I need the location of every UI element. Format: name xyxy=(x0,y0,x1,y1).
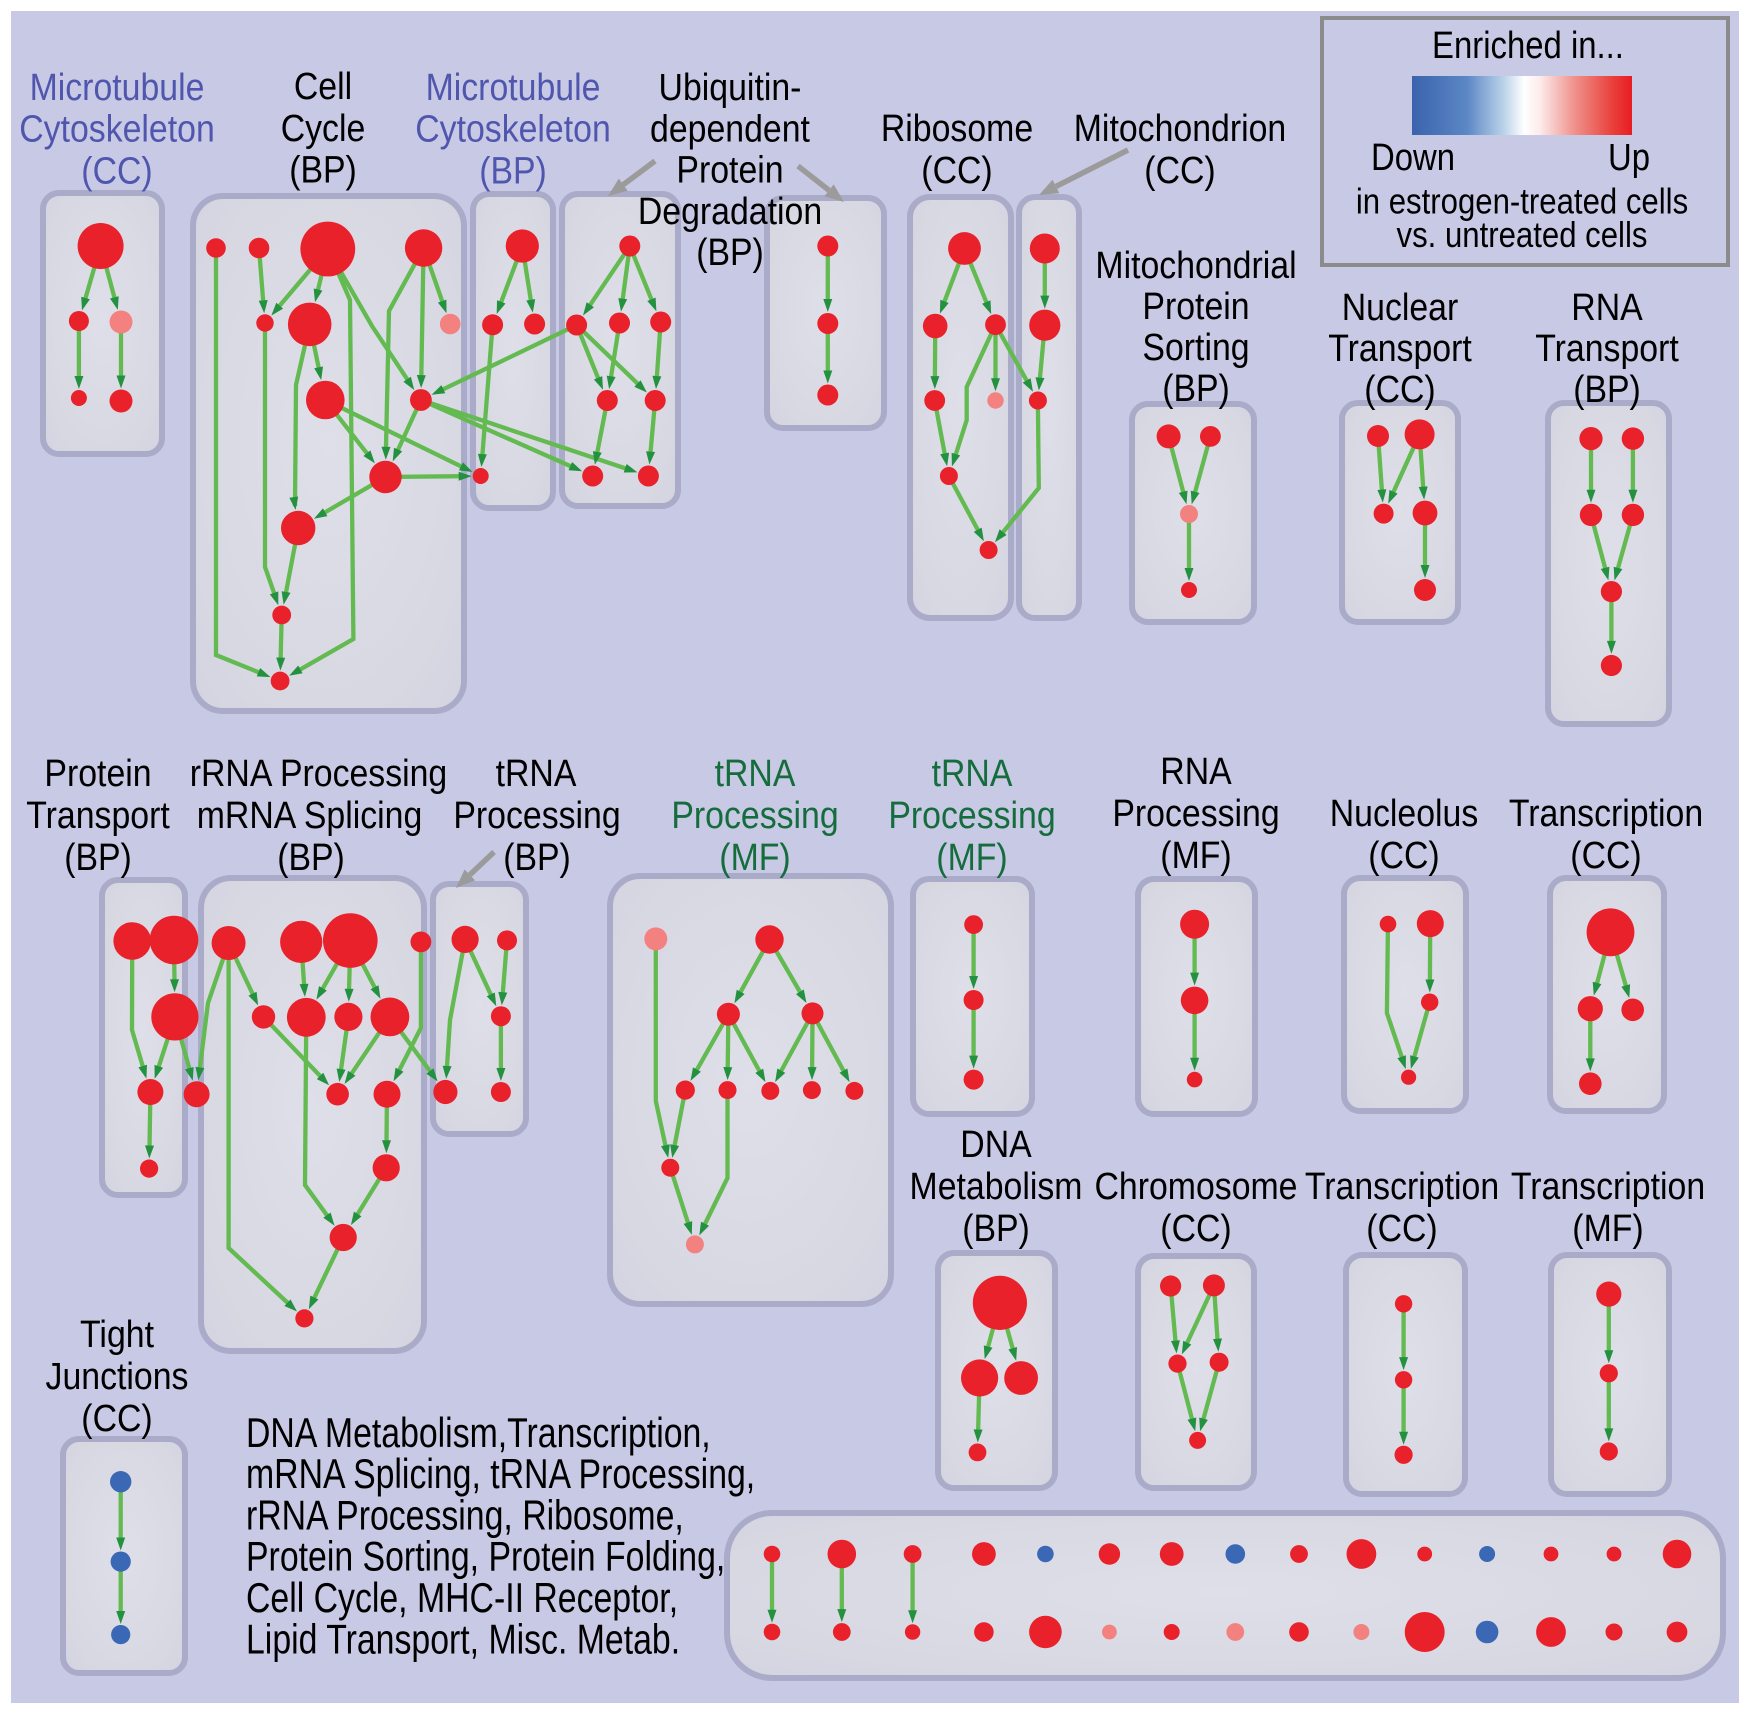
svg-text:in estrogen-treated cells: in estrogen-treated cells xyxy=(1356,180,1688,221)
svg-text:(BP): (BP) xyxy=(503,837,571,879)
svg-text:Processing: Processing xyxy=(1112,793,1279,835)
svg-text:RNA: RNA xyxy=(1571,287,1643,329)
svg-text:Sorting: Sorting xyxy=(1142,327,1249,369)
svg-text:Transcription: Transcription xyxy=(1509,793,1703,835)
svg-text:Processing: Processing xyxy=(453,795,620,837)
svg-text:(BP): (BP) xyxy=(962,1208,1030,1250)
svg-text:(CC): (CC) xyxy=(1368,835,1439,877)
svg-text:mRNA Splicing, tRNA Processing: mRNA Splicing, tRNA Processing, xyxy=(246,1450,755,1497)
svg-text:Mitochondrion: Mitochondrion xyxy=(1074,108,1287,150)
svg-text:Protein: Protein xyxy=(676,150,783,192)
svg-text:Cell: Cell xyxy=(294,66,352,108)
svg-text:(CC): (CC) xyxy=(81,1398,152,1440)
svg-text:(MF): (MF) xyxy=(1572,1208,1643,1250)
svg-text:Microtubule: Microtubule xyxy=(426,67,601,109)
svg-text:Protein: Protein xyxy=(44,753,151,795)
svg-text:(CC): (CC) xyxy=(81,150,152,192)
svg-text:(MF): (MF) xyxy=(719,837,790,879)
svg-text:DNA Metabolism,Transcription,: DNA Metabolism,Transcription, xyxy=(246,1409,711,1456)
svg-text:Cytoskeleton: Cytoskeleton xyxy=(415,109,611,151)
svg-text:Enriched in...: Enriched in... xyxy=(1432,25,1624,67)
svg-text:Degradation: Degradation xyxy=(638,191,822,233)
svg-text:(BP): (BP) xyxy=(289,150,357,192)
svg-text:(BP): (BP) xyxy=(479,150,547,192)
svg-text:Microtubule: Microtubule xyxy=(30,67,205,109)
svg-text:(BP): (BP) xyxy=(277,837,345,879)
svg-text:dependent: dependent xyxy=(650,108,810,150)
svg-text:Up: Up xyxy=(1608,137,1650,179)
svg-text:Tight: Tight xyxy=(80,1314,154,1356)
svg-text:Cell Cycle, MHC-II Receptor,: Cell Cycle, MHC-II Receptor, xyxy=(246,1574,678,1621)
svg-text:Protein Sorting, Protein Foldi: Protein Sorting, Protein Folding, xyxy=(246,1533,725,1580)
svg-text:tRNA: tRNA xyxy=(496,753,577,795)
svg-text:(BP): (BP) xyxy=(1162,368,1230,410)
svg-text:(CC): (CC) xyxy=(1364,369,1435,411)
svg-text:tRNA: tRNA xyxy=(932,753,1013,795)
svg-text:Cytoskeleton: Cytoskeleton xyxy=(19,109,215,151)
svg-text:Chromosome: Chromosome xyxy=(1095,1166,1298,1208)
svg-text:Transcription: Transcription xyxy=(1511,1166,1705,1208)
svg-text:Lipid Transport, Misc. Metab.: Lipid Transport, Misc. Metab. xyxy=(246,1615,680,1662)
svg-text:Processing: Processing xyxy=(888,795,1055,837)
svg-text:rRNA Processing: rRNA Processing xyxy=(190,753,448,795)
svg-text:(CC): (CC) xyxy=(921,150,992,192)
svg-text:(CC): (CC) xyxy=(1570,835,1641,877)
svg-text:(BP): (BP) xyxy=(696,232,764,274)
svg-text:(BP): (BP) xyxy=(64,837,132,879)
svg-text:(MF): (MF) xyxy=(1160,835,1231,877)
svg-text:(CC): (CC) xyxy=(1366,1208,1437,1250)
svg-text:(MF): (MF) xyxy=(936,837,1007,879)
svg-text:Protein: Protein xyxy=(1142,286,1249,328)
svg-text:Processing: Processing xyxy=(671,795,838,837)
svg-text:(CC): (CC) xyxy=(1144,150,1215,192)
svg-text:(BP): (BP) xyxy=(1573,369,1641,411)
svg-text:tRNA: tRNA xyxy=(715,753,796,795)
svg-text:Metabolism: Metabolism xyxy=(910,1166,1083,1208)
svg-text:RNA: RNA xyxy=(1160,751,1232,793)
svg-text:Ubiquitin-: Ubiquitin- xyxy=(659,67,802,109)
svg-text:Ribosome: Ribosome xyxy=(881,108,1033,150)
svg-text:Transport: Transport xyxy=(1535,328,1679,370)
svg-text:rRNA Processing, Ribosome,: rRNA Processing, Ribosome, xyxy=(246,1491,684,1538)
svg-text:Transcription: Transcription xyxy=(1305,1166,1499,1208)
svg-text:DNA: DNA xyxy=(960,1124,1032,1166)
svg-text:Down: Down xyxy=(1371,137,1455,179)
svg-text:Nucleolus: Nucleolus xyxy=(1330,793,1479,835)
svg-text:Junctions: Junctions xyxy=(46,1356,189,1398)
svg-text:Transport: Transport xyxy=(26,795,170,837)
svg-text:mRNA Splicing: mRNA Splicing xyxy=(197,795,423,837)
svg-text:vs. untreated cells: vs. untreated cells xyxy=(1397,214,1648,255)
svg-text:(CC): (CC) xyxy=(1160,1208,1231,1250)
svg-text:Transport: Transport xyxy=(1328,328,1472,370)
svg-text:Nuclear: Nuclear xyxy=(1342,287,1459,329)
svg-text:Mitochondrial: Mitochondrial xyxy=(1095,245,1296,287)
svg-text:Cycle: Cycle xyxy=(281,108,366,150)
